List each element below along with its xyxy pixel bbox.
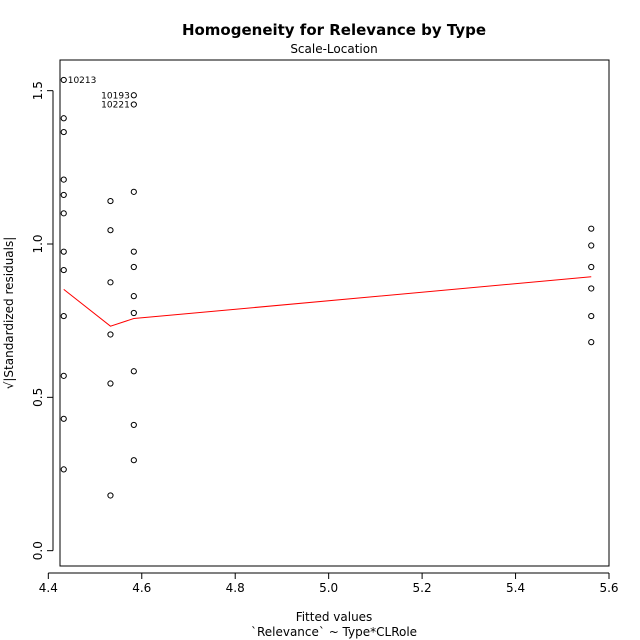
x-tick-label: 5.4: [506, 581, 525, 595]
data-point: [588, 285, 595, 292]
x-axis-label: Fitted values: [296, 610, 373, 624]
data-point: [130, 263, 137, 271]
data-point: [107, 227, 114, 234]
chart-title: Homogeneity for Relevance by Type: [182, 21, 486, 39]
data-point: [107, 279, 114, 286]
data-point: [588, 242, 595, 249]
x-tick-label: 5.0: [319, 581, 338, 595]
y-tick-label: 1.0: [31, 234, 45, 253]
x-axis-sublabel: `Relevance` ~ Type*CLRole: [251, 625, 417, 639]
data-point: [60, 248, 67, 255]
data-point: [130, 421, 137, 429]
plot-frame: [59, 59, 610, 567]
y-axis-label: √|Standardized residuals|: [2, 237, 16, 390]
data-point: [130, 457, 137, 464]
x-tick-label: 4.4: [39, 581, 58, 595]
data-point: [588, 263, 595, 271]
data-point: [60, 210, 67, 217]
data-point: [60, 266, 67, 274]
point-annotation: 10193: [101, 91, 130, 101]
x-axis: 4.4 4.6 4.8 5.0 5.2 5.4 5.6: [39, 572, 619, 595]
data-point: [130, 188, 137, 195]
data-point: [107, 492, 114, 499]
data-point: [60, 115, 67, 122]
data-point: [130, 293, 137, 300]
x-tick-label: 5.6: [599, 581, 618, 595]
data-point: [107, 380, 114, 387]
data-point: [130, 248, 137, 255]
data-point: [60, 312, 67, 320]
x-tick-label: 4.6: [132, 581, 151, 595]
data-point: [60, 128, 67, 136]
x-tick-label: 4.8: [226, 581, 245, 595]
y-tick-label: 0.0: [31, 541, 45, 560]
point-annotation: 10221: [101, 100, 130, 110]
chart-subtitle: Scale-Location: [290, 42, 377, 56]
data-point: [130, 309, 137, 317]
y-tick-label: 1.5: [31, 81, 45, 100]
data-point: [107, 197, 114, 205]
smooth-line: [63, 276, 592, 327]
data-point: [107, 331, 114, 338]
data-point: [60, 372, 67, 379]
data-point: [60, 466, 67, 473]
y-tick-label: 0.5: [31, 388, 45, 407]
data-point: [588, 312, 595, 320]
x-tick-label: 5.2: [413, 581, 432, 595]
data-point: [588, 339, 595, 346]
smooth-line-layer: [63, 276, 592, 327]
data-point: [130, 368, 137, 375]
point-annotation: 10213: [68, 76, 97, 86]
data-point: [60, 415, 67, 422]
data-point: [60, 191, 67, 199]
data-point: [588, 225, 595, 232]
data-point: [60, 76, 67, 84]
data-point: [130, 101, 137, 108]
y-axis: 0.0 0.5 1.0 1.5: [31, 81, 54, 560]
points-layer: [60, 76, 595, 499]
data-point: [60, 176, 67, 183]
data-point: [130, 92, 137, 99]
